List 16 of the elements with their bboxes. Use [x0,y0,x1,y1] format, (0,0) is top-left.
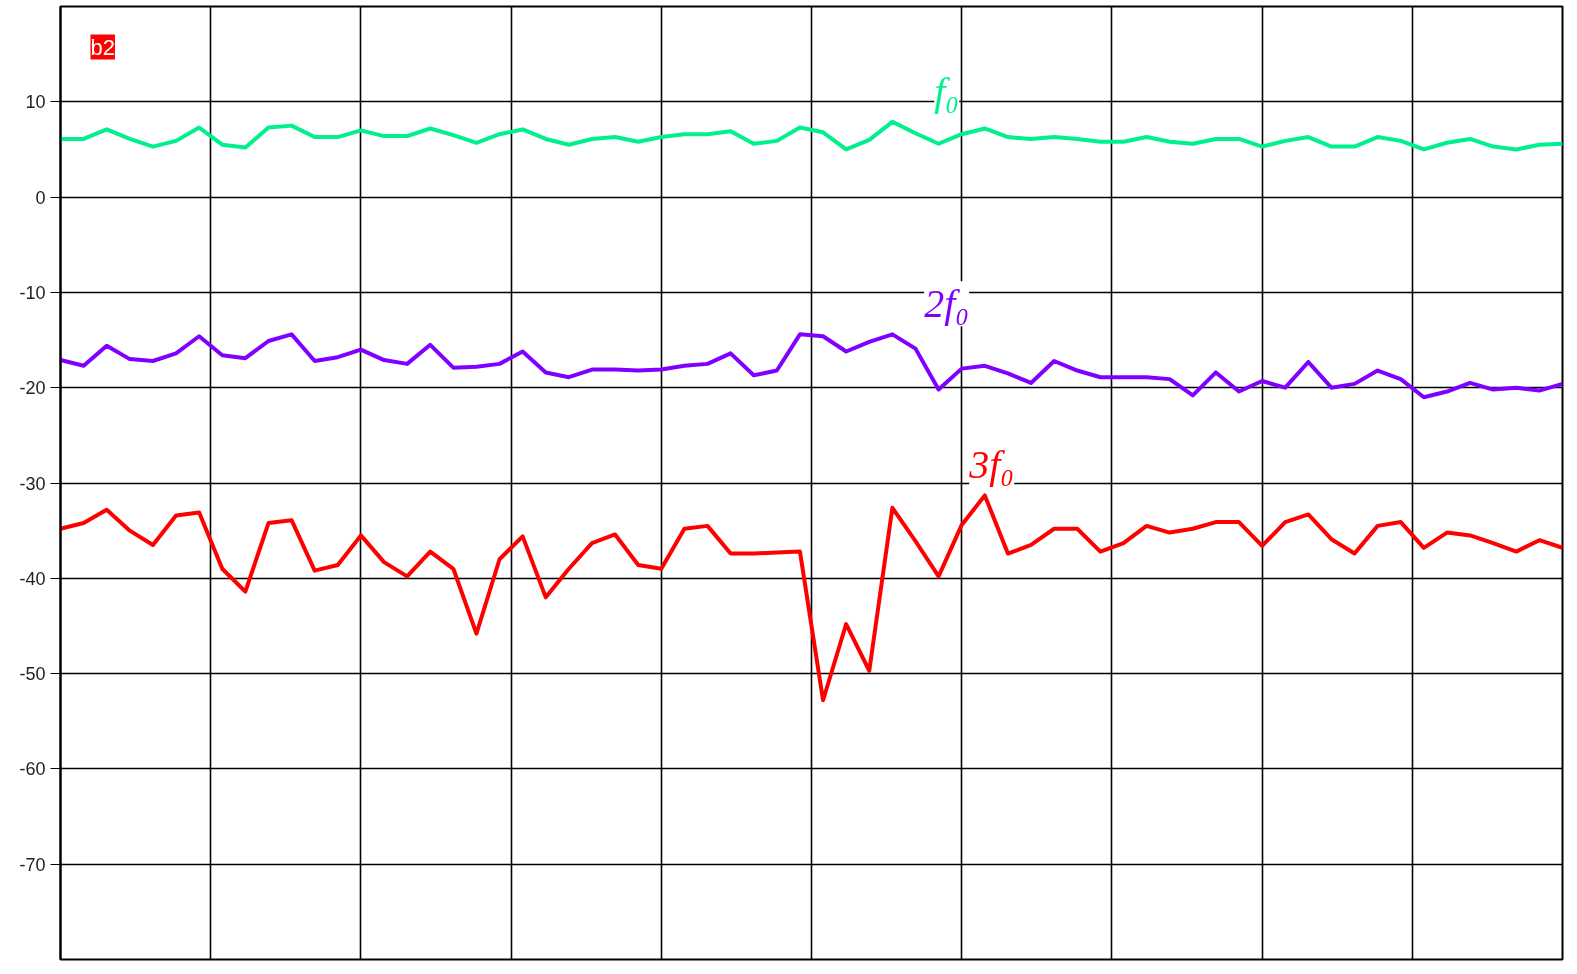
y-tick-label: -70 [19,854,46,875]
y-tick-label: -10 [19,282,46,303]
series-label: f₀ [934,68,960,114]
annotation: b2 [90,34,115,60]
line-series [60,493,1563,703]
y-tick-label: -20 [19,378,46,399]
y-tick-label: 10 [25,92,46,113]
line-series [60,119,1563,152]
y-tick-label: -40 [19,568,46,589]
y-tick-label: -30 [19,473,46,494]
line-series [60,332,1563,400]
y-tick-label: 0 [35,187,46,208]
series-label: 3f₀ [968,442,1015,488]
y-tick-label: -60 [19,759,46,780]
y-tick-label: -50 [19,664,46,685]
series-label: 2f₀ [924,281,970,327]
